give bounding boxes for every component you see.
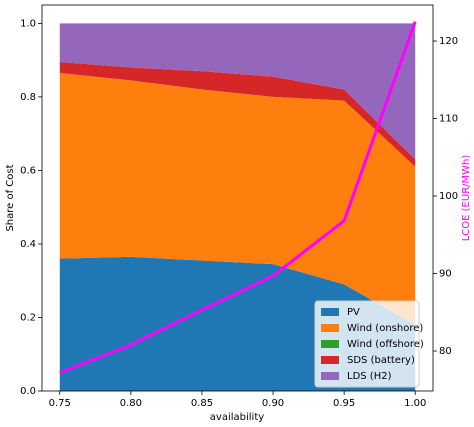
x-tick-label: 0.95 bbox=[333, 398, 355, 409]
y-tick-label: 0.6 bbox=[20, 165, 36, 176]
x-tick-label: 0.85 bbox=[191, 398, 213, 409]
legend-label: LDS (H2) bbox=[347, 371, 392, 382]
legend-swatch bbox=[321, 340, 339, 348]
x-axis-label: availability bbox=[210, 412, 264, 423]
y2-tick-label: 120 bbox=[439, 36, 458, 47]
y-tick-label: 0.4 bbox=[20, 239, 36, 250]
x-tick-label: 1.00 bbox=[404, 398, 426, 409]
y2-tick-label: 90 bbox=[439, 269, 452, 280]
area bbox=[59, 23, 416, 160]
y-axis-label: Share of Cost bbox=[5, 164, 16, 231]
y-tick-label: 0.0 bbox=[20, 386, 36, 397]
legend-swatch bbox=[321, 372, 339, 380]
legend-label: Wind (offshore) bbox=[347, 339, 424, 350]
y2-tick-label: 110 bbox=[439, 114, 458, 125]
legend: PV Wind (onshore) Wind (offshore) SDS (batt… bbox=[314, 300, 424, 388]
x-tick-label: 0.80 bbox=[120, 398, 142, 409]
x-tick-label: 0.90 bbox=[262, 398, 284, 409]
area bbox=[59, 73, 416, 325]
area bbox=[59, 61, 416, 167]
y-tick-label: 0.8 bbox=[20, 92, 36, 103]
y-tick-label: 1.0 bbox=[20, 18, 36, 29]
y2-tick-label: 80 bbox=[439, 346, 452, 357]
legend-label: PV bbox=[347, 307, 360, 318]
y2-tick-label: 100 bbox=[439, 191, 458, 202]
y-tick-label: 0.2 bbox=[20, 312, 36, 323]
y2-axis-label: LCOE (EUR/MWh) bbox=[461, 155, 472, 242]
legend-label: Wind (onshore) bbox=[347, 323, 423, 334]
line bbox=[59, 21, 417, 375]
legend-swatch bbox=[321, 308, 339, 316]
plot-frame bbox=[41, 4, 434, 392]
x-tick-label: 0.75 bbox=[49, 398, 71, 409]
legend-box bbox=[314, 300, 420, 388]
legend-swatch bbox=[321, 356, 339, 364]
legend-label: SDS (battery) bbox=[347, 355, 415, 366]
legend-swatch bbox=[321, 324, 339, 332]
